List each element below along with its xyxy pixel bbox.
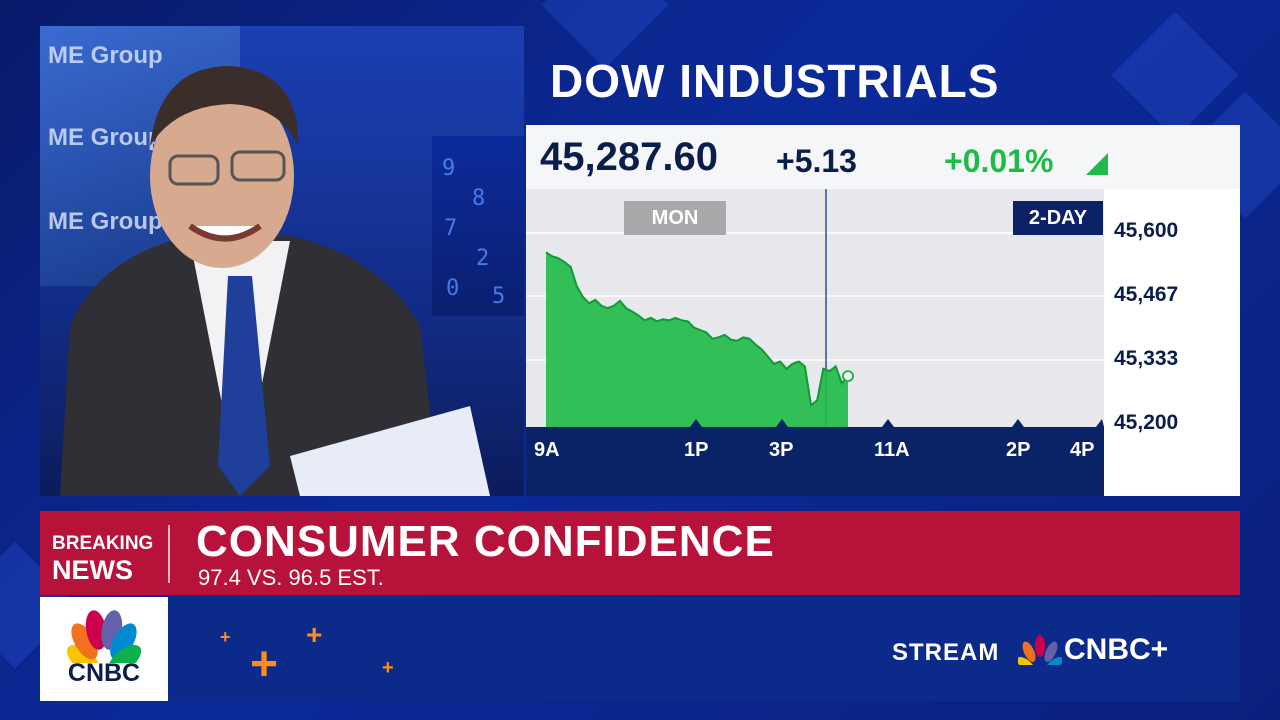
ticker-digit: 0 [446,276,460,301]
stream-label: STREAM [892,639,1000,666]
breaking-label: BREAKING [52,533,154,554]
y-tick-label: 45,467 [1114,283,1179,306]
session-tag-mon: MON [624,201,726,235]
breaking-news-label: BREAKING NEWS [52,531,154,585]
ticker-digit: 8 [472,186,486,211]
ticker-digit: 9 [442,156,456,181]
series-line [545,251,849,408]
down-right-arrow-icon [1086,153,1108,175]
plus-decoration: + [382,657,394,679]
x-tick-label: 3P [769,439,794,461]
ticker-digit: 7 [444,216,458,241]
y-tick-label: 45,333 [1114,347,1179,370]
x-tick-label: 4P [1070,439,1095,461]
banner-headline: CONSUMER CONFIDENCE [196,517,775,566]
x-tick-label: 11A [874,439,910,461]
banner-subline: 97.4 VS. 96.5 EST. [198,565,384,590]
plus-decoration: + [220,627,231,647]
cnbc-logo: CNBC [40,597,168,701]
x-axis: 9A 1P 3P 11A 2P 4P [526,419,1104,496]
dow-chart-panel: 45,287.60 +5.13 +0.01% MON 2-DAY 45,600 … [526,125,1240,496]
chart-plot-area [526,189,1104,427]
cnbc-plus-brand[interactable]: CNBC+ [1064,633,1169,666]
peacock-icon [66,610,142,663]
banner-divider [168,525,170,583]
news-label: NEWS [52,555,133,585]
breaking-news-banner: BREAKING NEWS CONSUMER CONFIDENCE 97.4 V… [40,511,1240,595]
ticker-digit: 5 [492,284,506,309]
wall-text: ME Group [48,208,163,235]
y-axis: 45,600 45,467 45,333 45,200 [1104,189,1240,496]
x-tick-label: 9A [534,439,560,461]
cnbc-wordmark: CNBC [67,659,141,687]
series-area [546,252,848,427]
peacock-icon [1018,635,1062,665]
last-point-marker [842,370,854,383]
bottom-band: CNBC + + + + STREAM CNBC+ [40,597,1240,701]
x-tick-label: 1P [684,439,709,461]
range-tag-2day[interactable]: 2-DAY [1013,201,1103,235]
plus-decoration: + [250,638,279,691]
ticker-wall: 9 8 7 2 0 5 [432,136,524,316]
chart-title: DOW INDUSTRIALS [550,55,1000,107]
x-tick-label: 2P [1006,439,1031,461]
news-anchor-figure [60,66,490,496]
wall-text: ME Group [48,42,163,69]
plus-decoration: + [306,619,323,650]
anchor-video-feed: ME Group ME Group ME Group 9 8 7 2 0 5 [40,26,524,496]
wall-text: ME Group [48,124,163,151]
y-tick-label: 45,600 [1114,219,1179,242]
index-change: +5.13 [776,143,857,179]
price-bar: 45,287.60 +5.13 +0.01% [526,125,1240,189]
y-tick-label: 45,200 [1114,411,1179,434]
index-price: 45,287.60 [540,135,718,179]
ticker-digit: 2 [476,246,490,271]
x-axis-markers [690,419,1104,427]
index-percent-change: +0.01% [944,143,1054,179]
